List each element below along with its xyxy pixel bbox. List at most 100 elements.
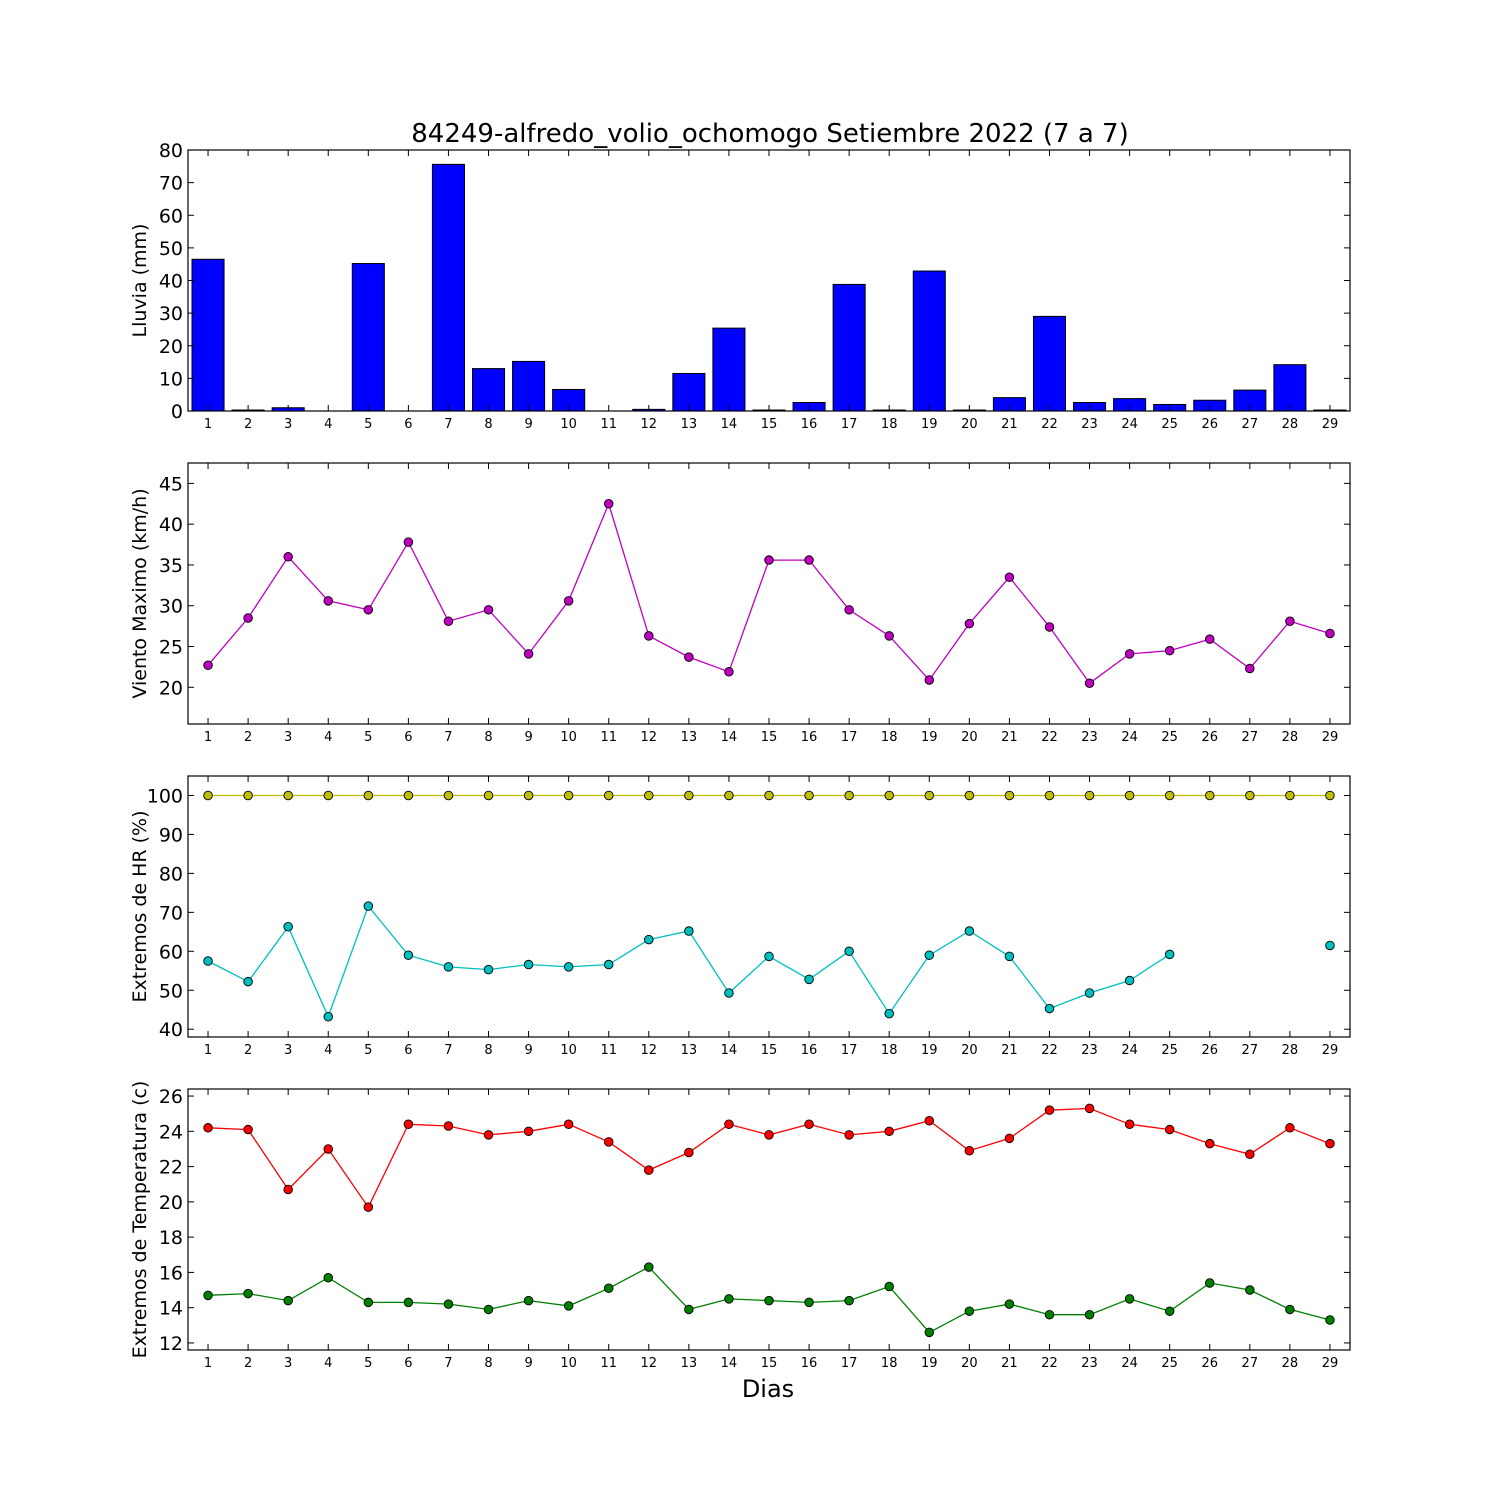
bar-day-7 <box>431 163 465 412</box>
xtick-label: 12 <box>641 1043 658 1058</box>
xtick-label: 19 <box>921 1043 938 1058</box>
series-2-point-day-6 <box>403 950 414 960</box>
series-2-point-day-2 <box>243 976 253 987</box>
series-1-point-day-20 <box>964 618 975 629</box>
series-2-point-day-10 <box>563 962 574 972</box>
series-2-point-day-8 <box>483 964 494 975</box>
series-1-point-day-2 <box>243 1124 253 1135</box>
ytick-label: 25 <box>159 637 183 659</box>
xtick-label: 2 <box>244 417 252 432</box>
xtick-label: 10 <box>560 1043 577 1058</box>
series-1-point-day-28 <box>1285 1123 1295 1133</box>
xtick-label: 8 <box>484 417 492 432</box>
xtick-label: 8 <box>484 1043 492 1058</box>
series-1-point-day-9 <box>523 790 534 801</box>
xtick-label: 13 <box>681 730 698 745</box>
xtick-label: 4 <box>324 417 332 432</box>
series-1-point-day-4 <box>323 790 333 801</box>
series-2-point-day-2 <box>243 1288 253 1299</box>
xtick-label: 26 <box>1201 417 1218 432</box>
series-1-point-day-13 <box>684 652 694 662</box>
series-1-point-day-12 <box>644 790 654 801</box>
xtick-label: 21 <box>1001 1043 1018 1058</box>
xtick-label: 24 <box>1121 1356 1138 1371</box>
ytick-label: 18 <box>159 1227 183 1249</box>
xtick-label: 23 <box>1081 417 1098 432</box>
xtick-label: 1 <box>204 1356 212 1371</box>
series-1-point-day-27 <box>1245 1149 1255 1159</box>
xtick-label: 14 <box>721 730 738 745</box>
ytick-label: 16 <box>159 1262 183 1284</box>
xtick-label: 5 <box>364 1356 372 1371</box>
series-1-point-day-19 <box>924 675 935 685</box>
xtick-label: 1 <box>204 730 212 745</box>
series-1-point-day-9 <box>523 649 534 659</box>
xtick-label: 15 <box>761 1043 778 1058</box>
series-1-point-day-13 <box>684 1147 694 1158</box>
series-1-point-day-14 <box>724 667 734 677</box>
ytick-label: 14 <box>159 1298 183 1320</box>
ytick-label: 40 <box>159 1019 183 1041</box>
series-1-point-day-21 <box>1004 1133 1015 1144</box>
xtick-label: 3 <box>284 730 292 745</box>
series-2-point-day-29 <box>1325 1315 1335 1325</box>
xtick-label: 27 <box>1242 1356 1259 1371</box>
xtick-label: 21 <box>1001 730 1018 745</box>
ytick-label: 80 <box>159 863 183 885</box>
series-2-point-day-17 <box>844 946 854 957</box>
series-1-point-day-17 <box>844 790 854 801</box>
xtick-label: 16 <box>801 1043 818 1058</box>
series-2-point-day-3 <box>283 1295 293 1306</box>
xtick-label: 18 <box>881 730 898 745</box>
ytick-label: 12 <box>159 1333 183 1355</box>
series-1-point-day-6 <box>403 790 414 801</box>
xtick-label: 11 <box>600 1356 617 1371</box>
xtick-label: 3 <box>284 1356 292 1371</box>
series-2-point-day-11 <box>603 959 614 970</box>
bar-day-1 <box>191 258 225 412</box>
ytick-label: 40 <box>159 271 183 293</box>
ytick-label: 90 <box>159 824 183 846</box>
series-1-point-day-26 <box>1205 790 1215 801</box>
series-1-point-day-15 <box>764 790 774 801</box>
series-1-point-day-14 <box>724 1119 734 1130</box>
xtick-label: 24 <box>1121 730 1138 745</box>
series-1-point-day-24 <box>1124 649 1135 659</box>
series-1-point-day-16 <box>804 555 814 565</box>
series-1-point-day-24 <box>1124 1119 1135 1130</box>
xtick-label: 1 <box>204 417 212 432</box>
series-1-point-day-29 <box>1325 628 1335 639</box>
xtick-label: 11 <box>600 730 617 745</box>
xtick-label: 7 <box>444 417 452 432</box>
xtick-label: 22 <box>1041 1356 1058 1371</box>
series-1-point-day-19 <box>924 790 935 801</box>
series-1-point-day-3 <box>283 1184 293 1195</box>
xtick-label: 28 <box>1282 1043 1299 1058</box>
series-2-point-day-18 <box>884 1008 894 1019</box>
xtick-label: 9 <box>524 1043 532 1058</box>
series-2-point-day-29 <box>1325 940 1335 951</box>
series-2-point-day-25 <box>1164 1306 1175 1316</box>
y-axis-label: Viento Maximo (km/h) <box>129 488 151 698</box>
series-1-point-day-12 <box>644 631 654 641</box>
series-1-point-day-28 <box>1285 616 1295 626</box>
xtick-label: 15 <box>761 1356 778 1371</box>
series-1-point-day-5 <box>363 1202 374 1212</box>
series-1-point-day-3 <box>283 552 293 562</box>
ytick-label: 20 <box>159 677 183 699</box>
xtick-label: 12 <box>641 417 658 432</box>
series-2-point-day-20 <box>964 1306 975 1316</box>
series-1-point-day-10 <box>563 596 574 606</box>
series-1-point-day-22 <box>1044 622 1055 632</box>
series-1-point-day-8 <box>483 790 494 801</box>
ytick-label: 60 <box>159 941 183 963</box>
series-1-point-day-10 <box>563 790 574 801</box>
xtick-label: 4 <box>324 1043 332 1058</box>
xtick-label: 19 <box>921 1356 938 1371</box>
series-2-point-day-9 <box>523 959 534 970</box>
xtick-label: 19 <box>921 417 938 432</box>
series-2-point-day-14 <box>724 988 734 998</box>
xtick-label: 20 <box>961 1043 978 1058</box>
